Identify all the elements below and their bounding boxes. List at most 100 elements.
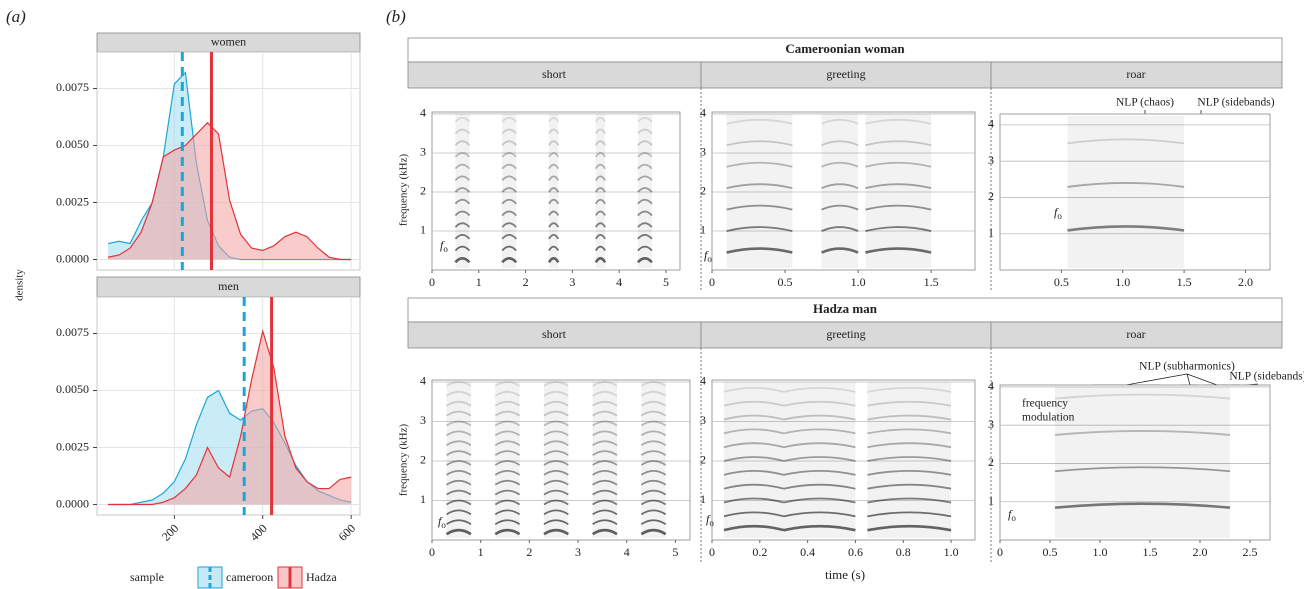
harmonic: [594, 245, 606, 252]
harmonic: [548, 187, 560, 193]
f0-subscript: o: [443, 244, 448, 254]
harmonic: [821, 118, 859, 125]
harmonic: [592, 499, 618, 506]
harmonic: [494, 489, 521, 496]
harmonic: [594, 222, 606, 228]
harmonic: [640, 460, 667, 466]
y-tick-label: 2: [700, 453, 706, 467]
harmonic: [592, 410, 618, 417]
y-tick-label: 1: [700, 223, 706, 237]
harmonic: [865, 140, 932, 147]
harmonic: [446, 430, 472, 437]
x-axis-label: time (s): [825, 567, 865, 582]
harmonic: [637, 210, 653, 217]
y-tick-label: 2: [700, 184, 706, 198]
harmonic: [867, 524, 952, 532]
harmonic: [640, 469, 667, 476]
harmonic: [494, 381, 521, 387]
voiced-segment: [502, 114, 517, 268]
harmonic: [501, 128, 517, 135]
harmonic: [543, 440, 569, 446]
f0-label: fo: [706, 512, 714, 528]
harmonic: [543, 460, 569, 466]
harmonic: [783, 387, 856, 393]
f0-symbol: f: [440, 238, 445, 252]
harmonic: [637, 245, 653, 252]
row-strip: [407, 37, 1283, 63]
y-tick-label: 0.0075: [56, 325, 89, 339]
harmonic: [543, 381, 569, 387]
harmonic: [501, 163, 517, 170]
harmonic: [454, 140, 471, 146]
harmonic: [543, 420, 569, 427]
annotation: modulation: [1022, 412, 1075, 424]
y-axis-label: density: [14, 269, 26, 301]
harmonic: [865, 226, 932, 232]
x-tick-label: 0.5: [778, 275, 793, 289]
harmonic: [543, 450, 569, 456]
harmonic: [494, 430, 521, 437]
x-tick-label: 0.2: [752, 545, 767, 559]
y-tick-label: 4: [988, 379, 994, 393]
voiced-segment: [637, 114, 652, 268]
harmonic: [494, 509, 521, 516]
harmonic: [723, 511, 784, 518]
panel-label: (b): [386, 7, 406, 26]
y-tick-label: 4: [420, 374, 426, 388]
x-tick-label: 1.0: [851, 275, 866, 289]
y-tick-label: 1: [420, 492, 426, 506]
harmonic: [726, 161, 793, 168]
voiced-segment: [641, 382, 666, 538]
annotation: NLP (sidebands): [1229, 371, 1304, 383]
harmonic: [501, 257, 518, 264]
y-tick-label: 2: [420, 184, 426, 198]
y-tick-label: 4: [420, 106, 426, 120]
harmonic: [548, 198, 560, 205]
harmonic: [723, 400, 784, 407]
x-tick-label: 1.0: [1115, 275, 1130, 289]
harmonic: [867, 428, 952, 435]
harmonic: [594, 152, 606, 158]
harmonic: [594, 116, 606, 123]
harmonic: [726, 183, 793, 190]
row-title: Cameroonian woman: [785, 41, 905, 56]
harmonic: [865, 161, 932, 168]
f0-subscript: o: [1011, 513, 1016, 523]
harmonic: [640, 390, 667, 397]
annotation: NLP (subharmonics): [1139, 361, 1235, 373]
harmonic: [494, 400, 521, 407]
y-tick-label: 1: [420, 223, 426, 237]
density-area: [108, 122, 352, 260]
y-tick-label: 4: [988, 117, 994, 131]
harmonic: [454, 257, 471, 264]
harmonic: [723, 414, 784, 421]
annotation: NLP (sidebands): [1197, 97, 1274, 109]
harmonic: [640, 420, 667, 427]
harmonic: [592, 390, 618, 397]
y-tick-label: 3: [420, 145, 426, 159]
harmonic: [783, 442, 856, 449]
x-tick-label: 0: [429, 545, 435, 559]
f0-subscript: o: [707, 254, 712, 264]
harmonic: [494, 450, 521, 456]
harmonic: [501, 233, 517, 240]
harmonic: [543, 509, 569, 516]
x-tick-label: 1.0: [1093, 545, 1108, 559]
harmonic: [501, 245, 517, 252]
x-tick-label: 1.5: [1177, 275, 1192, 289]
plot-frame: [999, 384, 1271, 541]
f0-symbol: f: [1054, 205, 1059, 219]
column-strip: [407, 61, 702, 89]
harmonic: [543, 430, 569, 437]
harmonic: [494, 479, 521, 486]
x-tick-label: 2.0: [1193, 545, 1208, 559]
harmonic: [501, 175, 517, 181]
x-tick-label: 3: [575, 545, 581, 559]
x-tick-label: 0: [997, 545, 1003, 559]
x-tick-label: 200: [159, 521, 182, 544]
harmonic: [446, 381, 472, 387]
y-tick-label: 0.0075: [56, 80, 89, 94]
harmonic: [592, 440, 618, 446]
harmonic: [1054, 502, 1231, 509]
